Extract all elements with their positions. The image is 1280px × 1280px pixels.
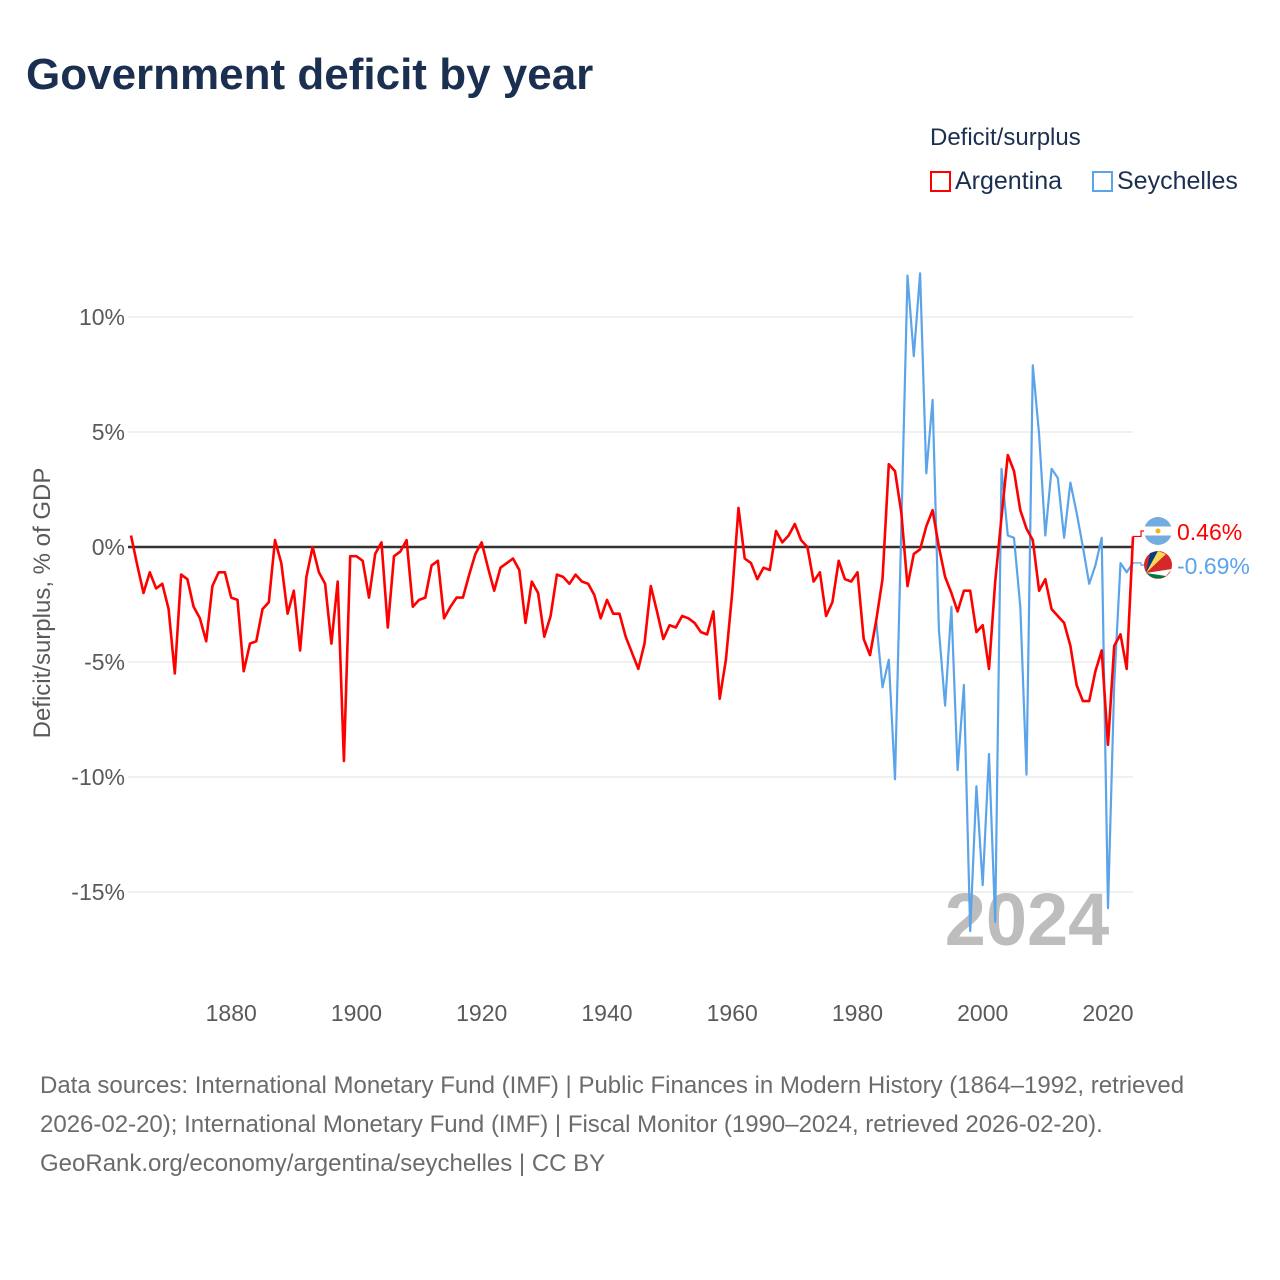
series-line-seychelles xyxy=(875,272,1134,933)
y-tick-label: -5% xyxy=(84,649,125,675)
y-tick-label: 10% xyxy=(79,304,125,330)
y-tick-label: 0% xyxy=(92,534,125,560)
legend-label-seychelles: Seychelles xyxy=(1117,167,1238,195)
end-label-seychelles: -0.69% xyxy=(1177,553,1250,579)
data-sources: Data sources: International Monetary Fun… xyxy=(40,1072,1185,1138)
x-tick-label: 2000 xyxy=(957,1000,1008,1026)
chart-title: Government deficit by year xyxy=(26,50,594,99)
footer: Data sources: International Monetary Fun… xyxy=(40,1066,1240,1183)
x-tick-label: 2020 xyxy=(1082,1000,1133,1026)
end-label-argentina: 0.46% xyxy=(1177,519,1242,545)
x-tick-label: 1960 xyxy=(707,1000,758,1026)
x-tick-label: 1880 xyxy=(206,1000,257,1026)
legend-swatch-seychelles xyxy=(1092,171,1113,192)
legend-label-argentina: Argentina xyxy=(955,167,1063,195)
y-tick-label: -10% xyxy=(71,764,125,790)
legend-item-seychelles[interactable]: Seychelles xyxy=(1092,167,1238,196)
end-label-connector xyxy=(1133,562,1145,566)
flag-band xyxy=(1146,573,1166,579)
series-line-argentina xyxy=(129,453,1135,763)
flag-band xyxy=(1146,569,1172,579)
x-tick-label: 1940 xyxy=(581,1000,632,1026)
x-tick-label: 1980 xyxy=(832,1000,883,1026)
y-tick-label: -15% xyxy=(71,879,125,905)
flag-seychelles-icon xyxy=(1144,551,1172,579)
flag-argentina-icon xyxy=(1144,517,1172,545)
legend-item-argentina[interactable]: Argentina xyxy=(930,167,1062,196)
y-tick-label: 5% xyxy=(92,419,125,445)
legend-title: Deficit/surplus xyxy=(930,124,1081,151)
x-tick-label: 1920 xyxy=(456,1000,507,1026)
legend-swatch-argentina xyxy=(930,171,951,192)
y-axis-label: Deficit/surplus, % of GDP xyxy=(29,468,56,739)
flag-sun xyxy=(1155,528,1161,534)
x-tick-label: 1900 xyxy=(331,1000,382,1026)
flag-band xyxy=(1146,551,1166,573)
end-label-connector xyxy=(1133,530,1145,538)
credit-link[interactable]: GeoRank.org/economy/argentina/seychelles… xyxy=(40,1150,606,1177)
